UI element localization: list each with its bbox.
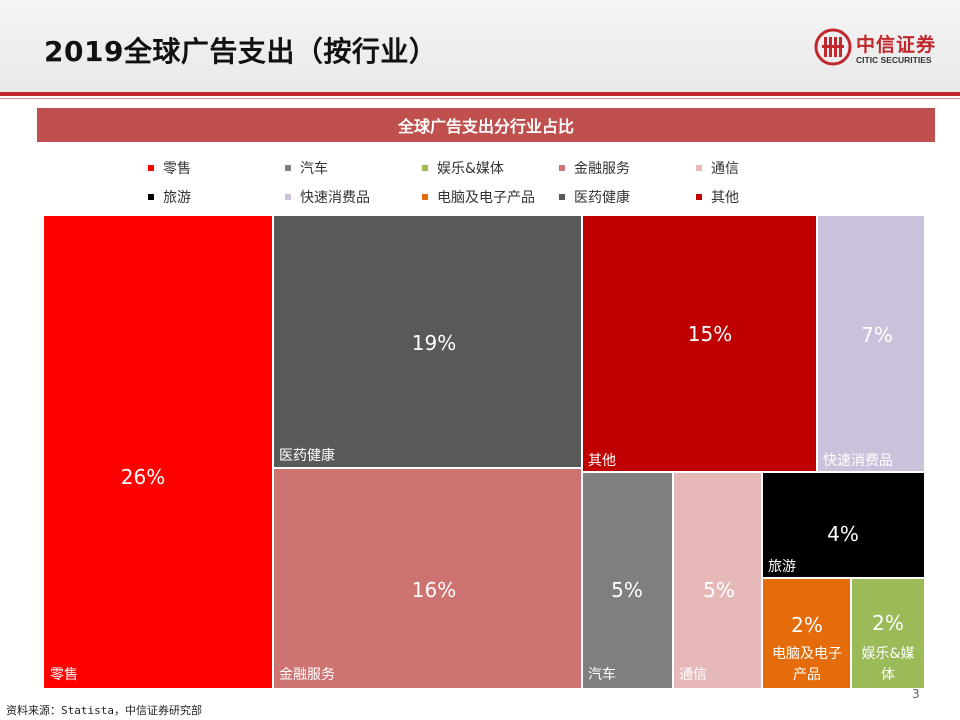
legend-item: 娱乐&媒体 bbox=[422, 157, 559, 179]
legend-item: 快速消费品 bbox=[285, 186, 422, 208]
tile-category-label: 医药健康 bbox=[279, 447, 335, 464]
treemap-tile bbox=[818, 216, 924, 471]
legend-swatch bbox=[148, 193, 154, 200]
page-number: 3 bbox=[912, 687, 920, 701]
logo-name-cn: 中信证券 bbox=[856, 34, 937, 56]
tile-value-label: 4% bbox=[827, 522, 859, 546]
legend-item: 旅游 bbox=[148, 186, 285, 208]
tile-value-label: 5% bbox=[703, 578, 735, 602]
treemap-tile bbox=[583, 473, 672, 688]
legend-label: 通信 bbox=[711, 161, 739, 177]
tile-value-label: 2% bbox=[872, 611, 904, 635]
legend-label: 汽车 bbox=[300, 161, 328, 177]
tile-value-label: 19% bbox=[412, 331, 456, 355]
legend-item: 金融服务 bbox=[559, 157, 696, 179]
tile-category-label: 零售 bbox=[50, 667, 78, 683]
legend-swatch bbox=[422, 193, 428, 200]
legend-item: 其他 bbox=[696, 186, 788, 208]
tile-category-label: 电脑及电子 bbox=[772, 646, 842, 662]
treemap-tile bbox=[583, 216, 816, 471]
legend-item: 零售 bbox=[148, 157, 285, 179]
legend-swatch bbox=[422, 165, 428, 171]
legend-label: 电脑及电子产品 bbox=[437, 189, 535, 206]
tile-category-label: 通信 bbox=[679, 667, 707, 683]
legend-label: 医药健康 bbox=[574, 189, 630, 206]
legend-swatch bbox=[559, 193, 565, 200]
logo-name-en: CITIC SECURITIES bbox=[856, 55, 932, 65]
legend-item: 汽车 bbox=[285, 157, 422, 179]
citic-logo: 中信证券 CITIC SECURITIES bbox=[814, 28, 944, 68]
legend-swatch bbox=[285, 193, 291, 200]
tile-category-label: 旅游 bbox=[768, 559, 796, 575]
tile-category-label: 汽车 bbox=[588, 666, 616, 683]
legend-label: 旅游 bbox=[163, 189, 191, 206]
legend-item: 医药健康 bbox=[559, 186, 696, 208]
tile-category-label: 产品 bbox=[793, 667, 821, 683]
legend-item: 电脑及电子产品 bbox=[422, 186, 559, 208]
citic-logo-icon bbox=[814, 28, 852, 66]
tile-category-label: 其他 bbox=[588, 453, 616, 469]
legend-label: 快速消费品 bbox=[300, 189, 370, 206]
header-divider-thin bbox=[0, 98, 960, 99]
tile-category-label: 金融服务 bbox=[279, 667, 335, 683]
tile-value-label: 15% bbox=[688, 322, 732, 346]
treemap-tile bbox=[674, 473, 761, 688]
tile-value-label: 26% bbox=[121, 465, 165, 489]
chart-legend: 零售 汽车 娱乐&媒体 金融服务 通信旅游 快速消费品 电脑及电子产品 医药健康 其他 bbox=[148, 157, 788, 209]
legend-label: 其他 bbox=[711, 189, 739, 206]
legend-label: 金融服务 bbox=[574, 161, 630, 177]
treemap-tile bbox=[852, 579, 924, 688]
page-title: 2019全球广告支出（按行业） bbox=[44, 35, 438, 68]
tile-value-label: 7% bbox=[861, 323, 893, 347]
treemap-tile bbox=[44, 216, 272, 688]
legend-label: 零售 bbox=[163, 161, 191, 177]
legend-swatch bbox=[696, 165, 702, 171]
chart-title: 全球广告支出分行业占比 bbox=[37, 108, 935, 142]
tile-category-label: 体 bbox=[881, 667, 895, 683]
legend-swatch bbox=[148, 165, 154, 171]
legend-item: 通信 bbox=[696, 157, 788, 179]
treemap-tile bbox=[274, 216, 581, 467]
slide-header bbox=[0, 0, 960, 92]
tile-value-label: 2% bbox=[791, 613, 823, 637]
treemap-tile bbox=[763, 579, 850, 688]
tile-value-label: 5% bbox=[611, 578, 643, 602]
treemap-tile bbox=[274, 469, 581, 688]
legend-swatch bbox=[285, 165, 291, 171]
tile-category-label: 娱乐&媒 bbox=[862, 646, 915, 662]
treemap-tile bbox=[763, 473, 924, 577]
source-note: 资料来源：Statista，中信证券研究部 bbox=[6, 704, 202, 717]
tile-value-label: 16% bbox=[412, 578, 456, 602]
legend-swatch bbox=[559, 165, 565, 171]
legend-swatch bbox=[696, 193, 702, 200]
legend-label: 娱乐&媒体 bbox=[437, 161, 504, 177]
tile-category-label: 快速消费品 bbox=[823, 453, 893, 469]
header-divider bbox=[0, 92, 960, 96]
